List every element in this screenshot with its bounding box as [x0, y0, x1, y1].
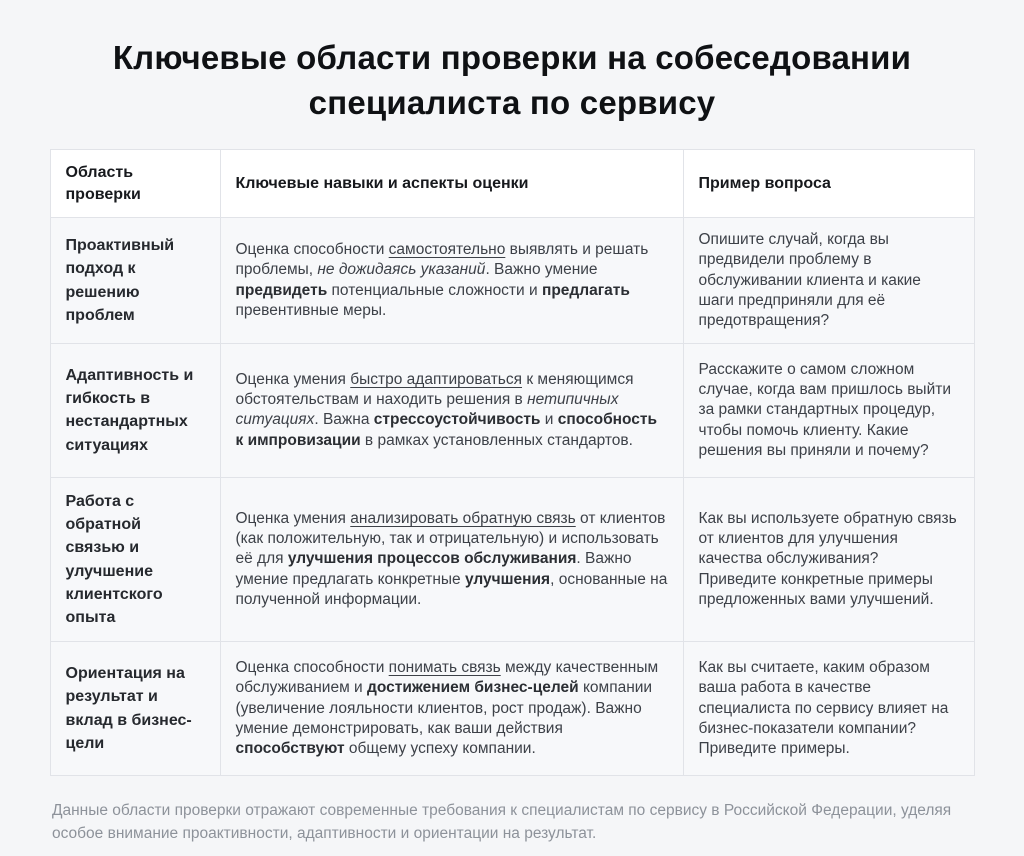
question-cell: Как вы используете обратную связь от кли… [682, 476, 975, 643]
page-title: Ключевые области проверки на собеседован… [112, 39, 912, 121]
footer-note: Данные области проверки отражают совреме… [52, 802, 952, 842]
area-cell: Адаптивность и гибкость в нестандартных … [49, 342, 221, 478]
area-cell: Проактивный подход к решению проблем [49, 217, 221, 344]
skills-cell: Оценка способности самостоятельно выявля… [219, 217, 684, 344]
column-header-area: Область проверки [49, 149, 221, 219]
table-header-row: Область проверки Ключевые навыки и аспек… [49, 149, 975, 219]
interview-areas-table: Область проверки Ключевые навыки и аспек… [49, 149, 975, 777]
skills-cell: Оценка умения быстро адаптироваться к ме… [219, 342, 684, 478]
skills-cell: Оценка способности понимать связь между … [219, 641, 684, 777]
table-row-proactive-approach: Проактивный подход к решению проблем Оце… [49, 217, 975, 344]
skills-cell: Оценка умения анализировать обратную свя… [219, 476, 684, 643]
table-row-result-orientation: Ориентация на результат и вклад в бизнес… [49, 641, 975, 777]
table-row-adaptability: Адаптивность и гибкость в нестандартных … [49, 342, 975, 478]
question-cell: Опишите случай, когда вы предвидели проб… [682, 217, 975, 344]
table-row-feedback-handling: Работа с обратной связью и улучшение кли… [49, 476, 975, 643]
question-cell: Расскажите о самом сложном случае, когда… [682, 342, 975, 478]
question-cell: Как вы считаете, каким образом ваша рабо… [682, 641, 975, 777]
column-header-question: Пример вопроса [682, 149, 975, 219]
area-cell: Работа с обратной связью и улучшение кли… [49, 476, 221, 643]
column-header-skills: Ключевые навыки и аспекты оценки [219, 149, 684, 219]
area-cell: Ориентация на результат и вклад в бизнес… [49, 641, 221, 777]
